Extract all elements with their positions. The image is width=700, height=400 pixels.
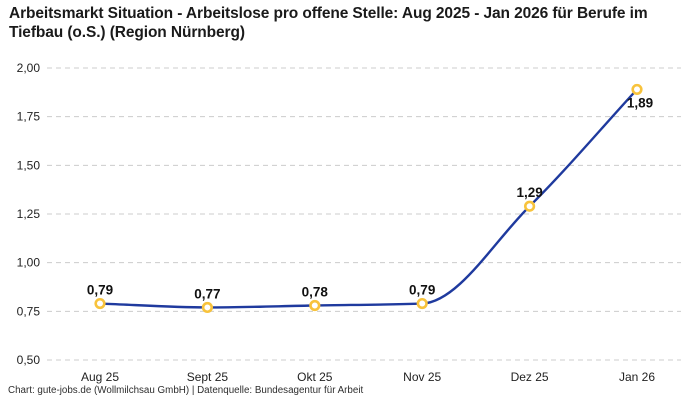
chart-title: Arbeitsmarkt Situation - Arbeitslose pro… xyxy=(9,5,648,41)
y-tick-label: 1,00 xyxy=(17,256,41,270)
x-axis-label: Sept 25 xyxy=(187,370,229,384)
x-axis-label: Nov 25 xyxy=(403,370,441,384)
y-tick-label: 1,25 xyxy=(17,207,41,221)
y-tick-label: 1,75 xyxy=(17,110,41,124)
series-line xyxy=(99,88,638,309)
data-point-label: 1,89 xyxy=(627,95,653,110)
y-tick-label: 1,50 xyxy=(17,158,41,172)
y-tick-label: 0,75 xyxy=(17,304,41,318)
data-point-marker xyxy=(94,297,106,310)
data-point-label: 1,29 xyxy=(516,185,542,200)
data-point-label: 0,79 xyxy=(409,283,435,298)
x-axis-label: Aug 25 xyxy=(81,370,119,384)
data-point-label: 0,77 xyxy=(194,286,220,301)
data-point-label: 0,78 xyxy=(302,284,329,299)
y-tick-label: 0,50 xyxy=(17,353,41,367)
x-axis-label: Dez 25 xyxy=(511,370,549,384)
data-point-marker xyxy=(631,83,643,96)
data-point-marker xyxy=(201,301,213,314)
y-tick-label: 2,00 xyxy=(17,61,41,75)
chart-footer: Chart: gute-jobs.de (Wollmilchsau GmbH) … xyxy=(8,385,364,396)
data-point-label: 0,79 xyxy=(87,283,113,298)
x-axis-label: Okt 25 xyxy=(297,370,333,384)
data-point-marker xyxy=(416,297,428,310)
data-point-marker xyxy=(309,299,321,312)
x-axis-label: Jan 26 xyxy=(619,370,655,384)
data-point-marker xyxy=(523,200,536,212)
